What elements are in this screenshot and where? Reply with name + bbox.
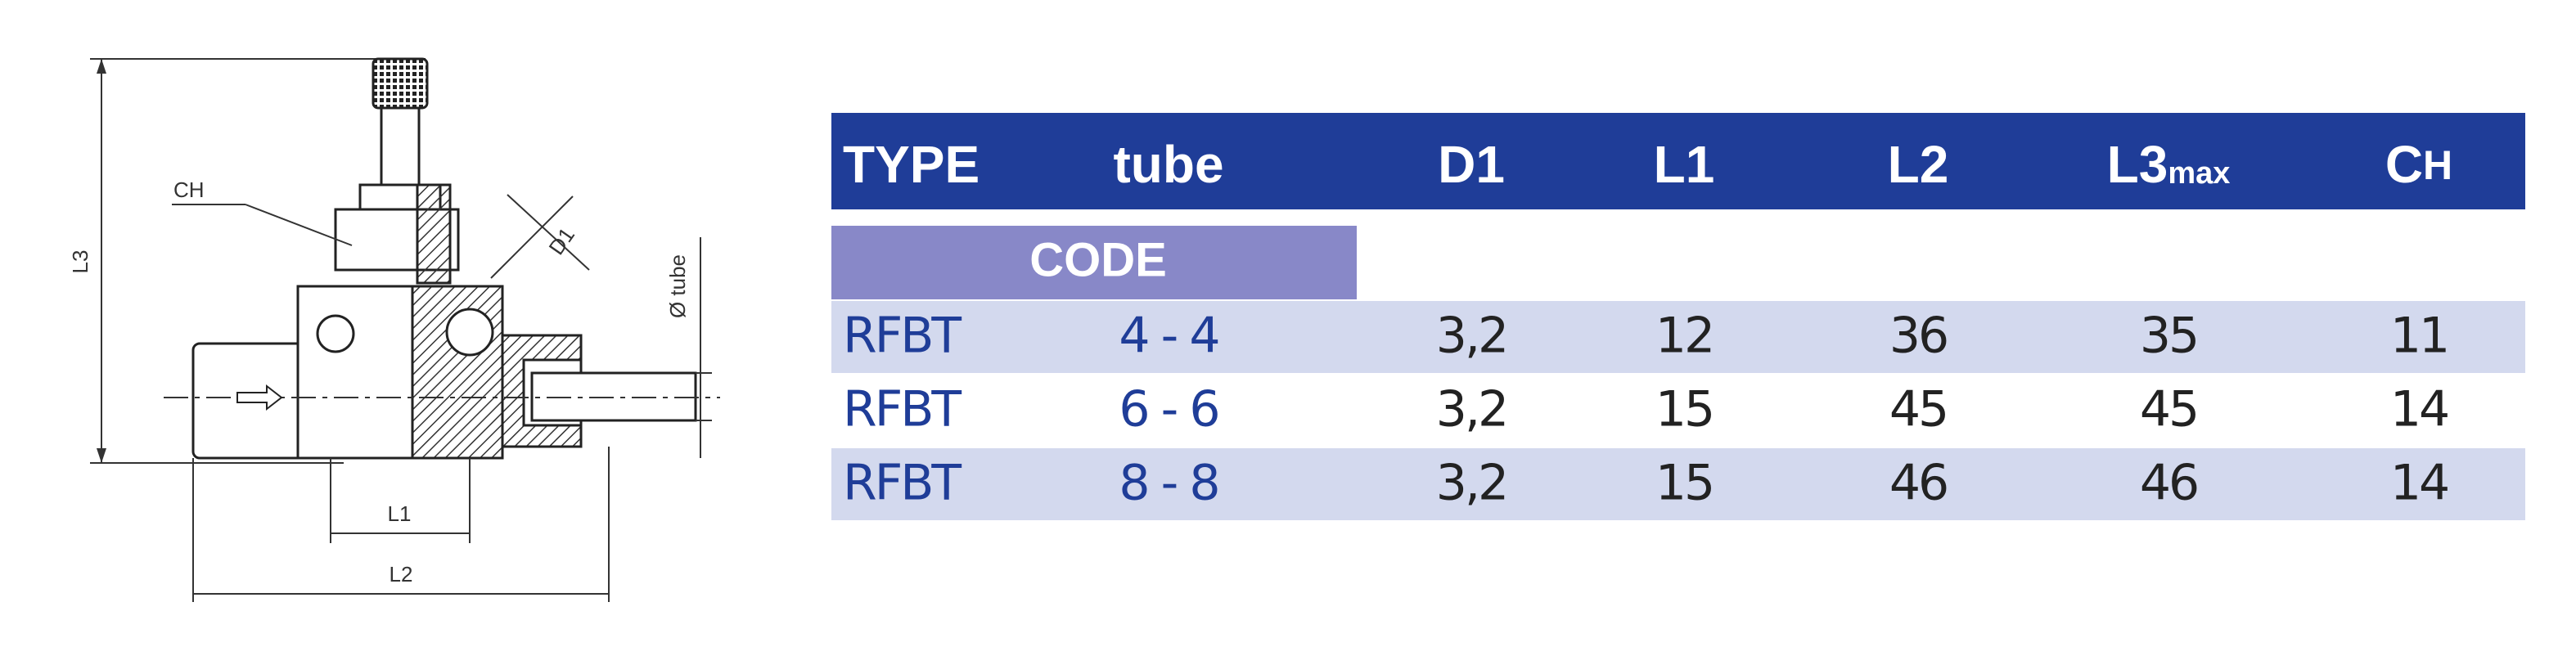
cell: 12: [1655, 308, 1713, 365]
dim-label: L1: [388, 501, 412, 526]
header-cell: L3max: [2107, 135, 2231, 194]
cell: 11: [2390, 308, 2448, 365]
cell: 6 - 6: [1119, 381, 1218, 438]
cell: RFBT: [843, 455, 961, 512]
cell: 4 - 4: [1119, 308, 1218, 365]
hole: [316, 314, 355, 353]
cell: 8 - 8: [1119, 455, 1218, 512]
header-bar: [831, 113, 2525, 209]
section: [416, 183, 452, 285]
cell: RFBT: [843, 308, 961, 365]
technical-drawing: L3 CH D1 Ø tube L1: [68, 57, 720, 602]
header-sub: H: [2423, 142, 2452, 188]
dimension-line: [507, 194, 590, 271]
spec-table: CODE TYPE tube D1 L1 L2 L3max CH RFBT 4 - 4 3,2 12…: [831, 113, 2525, 520]
dim-label: CH: [173, 177, 205, 202]
cell: 14: [2390, 381, 2448, 438]
header-cell: D1: [1438, 135, 1505, 194]
row-bg: [831, 301, 2525, 373]
cell: 14: [2390, 455, 2448, 512]
code-cell: [831, 226, 1357, 299]
header-cell: CH: [2385, 135, 2452, 194]
cell: 3,2: [1436, 455, 1506, 512]
code-label: CODE: [1029, 233, 1167, 286]
header-cell: L2: [1888, 135, 1949, 194]
cell: 46: [1889, 455, 1947, 512]
main-body: [296, 285, 414, 460]
header-text: L2: [1888, 135, 1949, 194]
knob: [372, 57, 429, 110]
hole: [445, 308, 494, 357]
cell: 46: [2140, 455, 2197, 512]
flow-arrow: [236, 384, 283, 411]
cell: 3,2: [1436, 381, 1506, 438]
stem: [380, 106, 421, 191]
header-cell: L1: [1654, 135, 1715, 194]
dim-label: Ø tube: [665, 254, 690, 318]
cell: RFBT: [843, 381, 961, 438]
row-bg: [831, 448, 2525, 520]
header-text: tube: [1113, 135, 1223, 194]
dimension-line: [490, 195, 574, 279]
dim-label: L3: [68, 250, 92, 274]
leader: [245, 204, 353, 246]
header-text: L3: [2107, 135, 2168, 194]
header-cell: TYPE: [843, 135, 980, 194]
cell: 15: [1655, 455, 1713, 512]
header-text: L1: [1654, 135, 1715, 194]
cell: 36: [1889, 308, 1947, 365]
arrowhead: [97, 448, 106, 463]
dim-label: L2: [390, 562, 413, 586]
header-cell: tube: [1113, 135, 1223, 194]
header-text: D1: [1438, 135, 1505, 194]
arrowhead: [97, 59, 106, 74]
cell: 35: [2140, 308, 2197, 365]
dim-label: D1: [543, 223, 579, 259]
row-bg: [831, 375, 2525, 447]
header-sub: max: [2168, 156, 2230, 191]
cell: 45: [2140, 381, 2197, 438]
header-text: TYPE: [843, 135, 980, 194]
cell: 3,2: [1436, 308, 1506, 365]
cell: 15: [1655, 381, 1713, 438]
header-text: C: [2385, 135, 2423, 194]
cell: 45: [1889, 381, 1947, 438]
